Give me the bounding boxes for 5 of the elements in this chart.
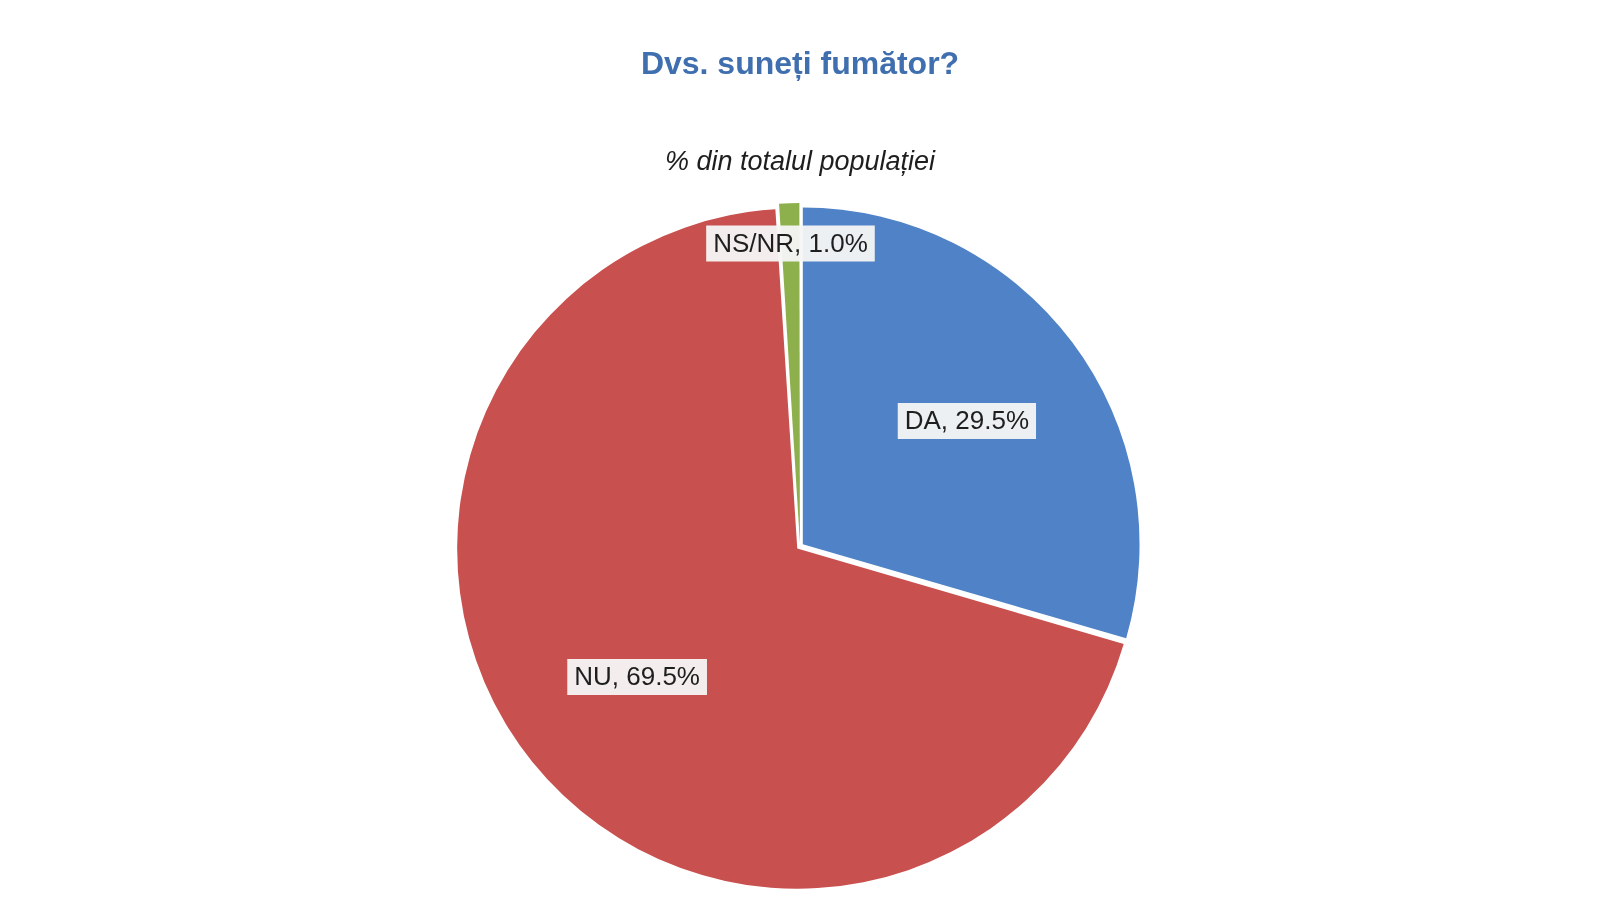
slice-label: NS/NR, 1.0% — [713, 227, 868, 258]
slice-label: DA, 29.5% — [904, 405, 1030, 436]
chart-title: Dvs. suneți fumător? — [640, 45, 960, 82]
chart-subtitle: % din totalul populației — [664, 146, 937, 177]
slice-label: NU, 69.5% — [574, 661, 700, 692]
